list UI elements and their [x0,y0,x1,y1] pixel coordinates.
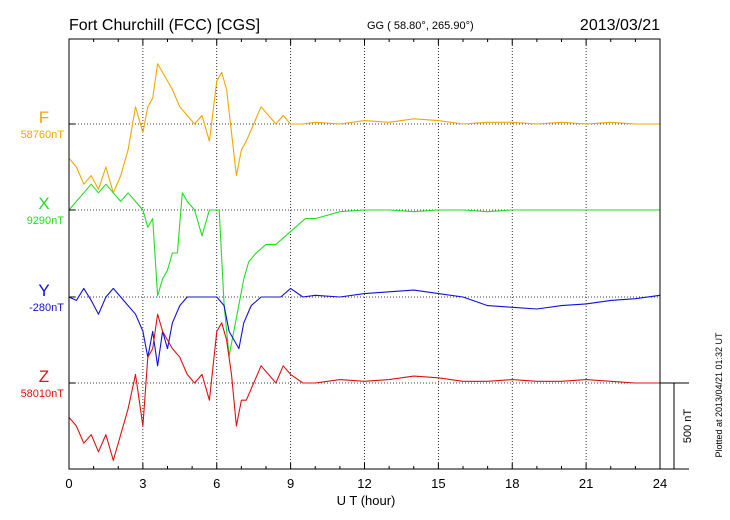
x-tick-label: 0 [65,476,72,491]
series-name-z: Z [39,367,49,386]
series-baseline-value-x: 9290nT [27,215,65,227]
vertical-grid [142,39,587,469]
geographic-coordinates: GG ( 58.80°, 265.90°) [367,20,474,32]
x-axis-label: U T (hour) [337,493,396,508]
series-lines [68,63,661,461]
scale-bar-label: 500 nT [682,409,694,444]
x-tick-label: 15 [431,476,445,491]
plot-frame [68,38,661,470]
x-tick-label: 18 [505,476,519,491]
series-line-y [68,287,661,367]
series-baseline-value-y: -280nT [29,302,64,314]
series-baseline-value-z: 58010nT [21,388,65,400]
series-line-z [68,313,660,461]
plotted-timestamp: Plotted at 2013/04/21 01:32 UT [714,332,724,458]
x-tick-label: 21 [579,476,593,491]
series-line-x [68,183,660,357]
x-axis-ticks: 0 3 6 9 12 15 18 21 24 [65,39,667,491]
series-baseline-value-f: 58760nT [21,129,65,141]
x-tick-label: 24 [653,476,667,491]
x-tick-label: 3 [139,476,146,491]
series-name-f: F [39,108,49,127]
x-tick-label: 6 [213,476,220,491]
x-tick-label: 12 [357,476,371,491]
date-label: 2013/03/21 [580,17,660,34]
station-title: Fort Churchill (FCC) [CGS] [69,17,260,34]
x-tick-label: 9 [287,476,294,491]
series-line-f [68,63,660,194]
series-name-y: Y [38,281,49,300]
series-name-x: X [38,194,49,213]
scale-bar: 500 nT [660,382,694,470]
series-labels: F 58760nT X 9290nT Y -280nT Z 58010nT [21,108,65,400]
